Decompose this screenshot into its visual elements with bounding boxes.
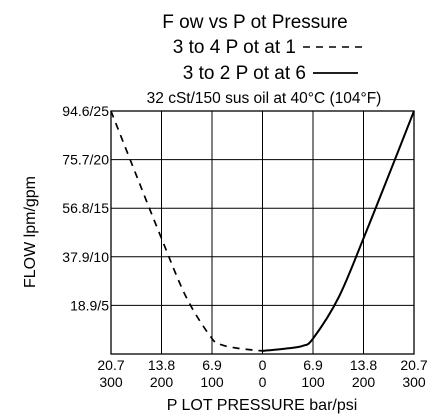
x-tick-label-bar: 6.9 bbox=[202, 357, 222, 373]
x-tick-label-psi: 100 bbox=[301, 374, 325, 390]
y-tick-label: 37.9/10 bbox=[62, 249, 109, 265]
chart-subtitle: 32 cSt/150 sus oil at 40°C (104°F) bbox=[147, 90, 382, 107]
legend-entry-pilot-6: 3 to 2 P ot at 6 bbox=[183, 63, 306, 84]
x-tick-label-psi: 200 bbox=[352, 374, 376, 390]
x-tick-label-psi: 100 bbox=[200, 374, 224, 390]
legend-entry-pilot-1: 3 to 4 P ot at 1 bbox=[173, 37, 296, 58]
y-tick-label: 94.6/25 bbox=[62, 103, 109, 119]
series-pilot-at-6-line bbox=[262, 110, 415, 352]
x-tick-label-psi: 300 bbox=[99, 374, 123, 390]
x-tick-label-bar: 13.8 bbox=[350, 357, 377, 373]
y-tick-labels: 94.6/25 75.7/20 56.8/15 37.9/10 18.9/5 bbox=[62, 103, 109, 313]
series-pilot-at-1-line bbox=[110, 110, 263, 352]
y-tick-label: 75.7/20 bbox=[62, 152, 109, 168]
y-tick-label: 18.9/5 bbox=[70, 297, 109, 313]
x-tick-label-bar: 20.7 bbox=[97, 357, 124, 373]
x-tick-labels: 20.730013.82006.9100006.910013.820020.73… bbox=[97, 357, 427, 390]
x-tick-label-psi: 300 bbox=[402, 374, 426, 390]
x-tick-label-bar: 20.7 bbox=[400, 357, 427, 373]
y-axis-label: FLOW lpm/gpm bbox=[22, 176, 39, 288]
x-tick-label-psi: 200 bbox=[150, 374, 174, 390]
series-lines bbox=[110, 110, 415, 352]
x-tick-label-bar: 13.8 bbox=[148, 357, 175, 373]
x-tick-label-psi: 0 bbox=[259, 374, 267, 390]
y-tick-label: 56.8/15 bbox=[62, 200, 109, 216]
x-axis-label: P LOT PRESSURE bar/psi bbox=[167, 397, 358, 414]
grid bbox=[111, 111, 414, 354]
chart-title: F ow vs P ot Pressure bbox=[162, 12, 348, 33]
x-tick-label-bar: 6.9 bbox=[303, 357, 323, 373]
x-tick-label-bar: 0 bbox=[259, 357, 267, 373]
